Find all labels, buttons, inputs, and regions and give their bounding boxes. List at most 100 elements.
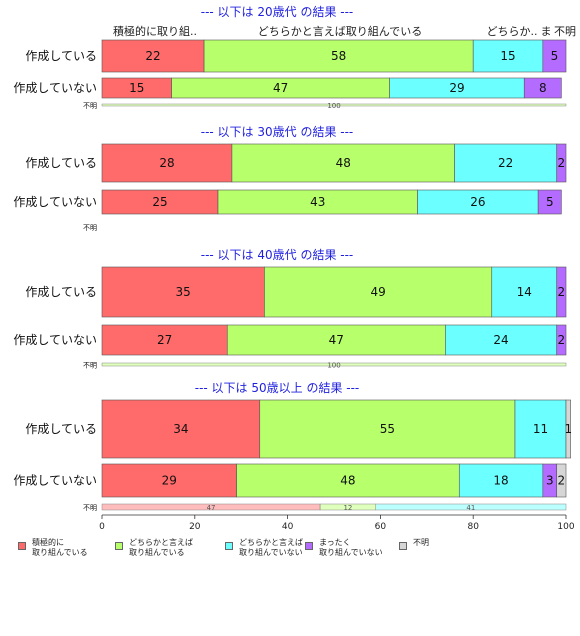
data-label: 2 bbox=[558, 333, 566, 347]
bar-segment bbox=[101, 143, 233, 183]
bar-segment bbox=[523, 77, 562, 99]
legend-item: どちらかと言えば 取り組んでいる bbox=[115, 538, 193, 558]
data-label: 34 bbox=[173, 422, 188, 436]
x-tick-label: 20 bbox=[189, 522, 201, 532]
data-label: 2 bbox=[558, 474, 566, 488]
unknown-data-label: 41 bbox=[466, 504, 475, 512]
legend-label: 不明 bbox=[413, 538, 429, 547]
unknown-row-label: 不明 bbox=[83, 362, 97, 370]
data-label: 2 bbox=[558, 156, 566, 170]
bar-segment bbox=[236, 463, 460, 498]
legend-swatch bbox=[18, 542, 26, 550]
bar-segment bbox=[101, 324, 228, 356]
legend-swatch bbox=[115, 542, 123, 550]
data-label: 14 bbox=[517, 285, 532, 299]
chart-legend: 積極的に 取り組んでいる どちらかと言えば 取り組んでいる どちらかと言えば 取り組… bbox=[18, 538, 578, 568]
x-tick-label: 80 bbox=[467, 522, 479, 532]
unknown-data-label: 47 bbox=[207, 504, 216, 512]
data-label: 27 bbox=[157, 333, 172, 347]
data-label: 24 bbox=[493, 333, 508, 347]
unknown-bar-segment bbox=[101, 362, 567, 367]
data-label: 58 bbox=[331, 49, 346, 63]
bar-segment bbox=[264, 266, 493, 318]
bar-segment bbox=[537, 189, 562, 215]
bar-segment bbox=[101, 266, 265, 318]
legend-item: 積極的に 取り組んでいる bbox=[18, 538, 88, 558]
legend-swatch bbox=[305, 542, 313, 550]
group-title: --- 以下は 50歳以上 の結果 --- bbox=[195, 381, 360, 395]
bar-segment bbox=[514, 399, 567, 459]
bar-segment bbox=[203, 39, 474, 73]
data-label: 2 bbox=[558, 285, 566, 299]
data-label: 29 bbox=[162, 474, 177, 488]
data-label: 1 bbox=[564, 422, 572, 436]
bar-segment bbox=[556, 324, 567, 356]
header-label-3: ま bbox=[541, 25, 552, 38]
bar-segment bbox=[101, 399, 261, 459]
bar-segment bbox=[556, 143, 567, 183]
unknown-data-label: 12 bbox=[343, 504, 352, 512]
legend-label: どちらかと言えば 取り組んでいる bbox=[129, 538, 193, 557]
row-label: 作成していない bbox=[13, 195, 97, 209]
unknown-bar-segment bbox=[101, 103, 567, 107]
unknown-bar-segment bbox=[375, 503, 567, 511]
data-label: 47 bbox=[273, 81, 288, 95]
data-label: 15 bbox=[129, 81, 144, 95]
unknown-row-label: 不明 bbox=[83, 504, 97, 512]
x-tick-label: 60 bbox=[375, 522, 387, 532]
legend-item: どちらかと言えば 取り組んでいない bbox=[225, 538, 303, 558]
data-label: 8 bbox=[539, 81, 547, 95]
bar-segment bbox=[565, 399, 571, 459]
data-label: 35 bbox=[176, 285, 191, 299]
row-label: 作成している bbox=[25, 156, 97, 170]
header-label-2: どちらか.. bbox=[487, 25, 538, 38]
row-label: 作成している bbox=[25, 285, 97, 299]
data-label: 48 bbox=[336, 156, 351, 170]
data-label: 29 bbox=[449, 81, 464, 95]
header-label-0: 積極的に取り組.. bbox=[113, 24, 197, 38]
unknown-data-label: 100 bbox=[327, 102, 340, 110]
x-tick-label: 0 bbox=[99, 522, 105, 532]
data-label: 48 bbox=[340, 474, 355, 488]
row-label: 作成していない bbox=[13, 333, 97, 347]
bar-segment bbox=[491, 266, 558, 318]
header-label-4: 不明 bbox=[554, 25, 576, 38]
data-label: 22 bbox=[145, 49, 160, 63]
data-label: 3 bbox=[546, 474, 554, 488]
unknown-row-label: 不明 bbox=[83, 224, 97, 232]
bar-segment bbox=[226, 324, 446, 356]
legend-item: 不明 bbox=[399, 538, 429, 550]
x-tick-label: 100 bbox=[557, 522, 574, 532]
data-label: 49 bbox=[370, 285, 385, 299]
bar-segment bbox=[542, 39, 567, 73]
bar-segment bbox=[259, 399, 516, 459]
legend-label: 積極的に 取り組んでいる bbox=[32, 538, 88, 557]
x-tick-label: 40 bbox=[282, 522, 294, 532]
data-label: 55 bbox=[380, 422, 395, 436]
legend-item: まったく 取り組んでいない bbox=[305, 538, 383, 558]
unknown-row-label: 不明 bbox=[83, 102, 97, 110]
data-label: 47 bbox=[329, 333, 344, 347]
legend-swatch bbox=[225, 542, 233, 550]
bar-segment bbox=[556, 463, 567, 498]
bar-segment bbox=[445, 324, 558, 356]
unknown-data-label: 100 bbox=[327, 362, 340, 370]
bar-segment bbox=[472, 39, 544, 73]
data-label: 15 bbox=[500, 49, 515, 63]
legend-swatch bbox=[399, 542, 407, 550]
data-label: 26 bbox=[470, 195, 485, 209]
data-label: 25 bbox=[152, 195, 167, 209]
group-title: --- 以下は 40歳代 の結果 --- bbox=[201, 248, 354, 262]
data-label: 28 bbox=[159, 156, 174, 170]
header-label-1: どちらかと言えば取り組んでいる bbox=[258, 25, 422, 38]
data-label: 43 bbox=[310, 195, 325, 209]
row-label: 作成していない bbox=[13, 81, 97, 95]
bar-segment bbox=[101, 189, 219, 215]
data-label: 22 bbox=[498, 156, 513, 170]
bar-segment bbox=[454, 143, 558, 183]
group-title: --- 以下は 20歳代 の結果 --- bbox=[201, 5, 354, 19]
data-label: 11 bbox=[533, 422, 548, 436]
legend-label: どちらかと言えば 取り組んでいない bbox=[239, 538, 303, 557]
data-label: 5 bbox=[551, 49, 559, 63]
